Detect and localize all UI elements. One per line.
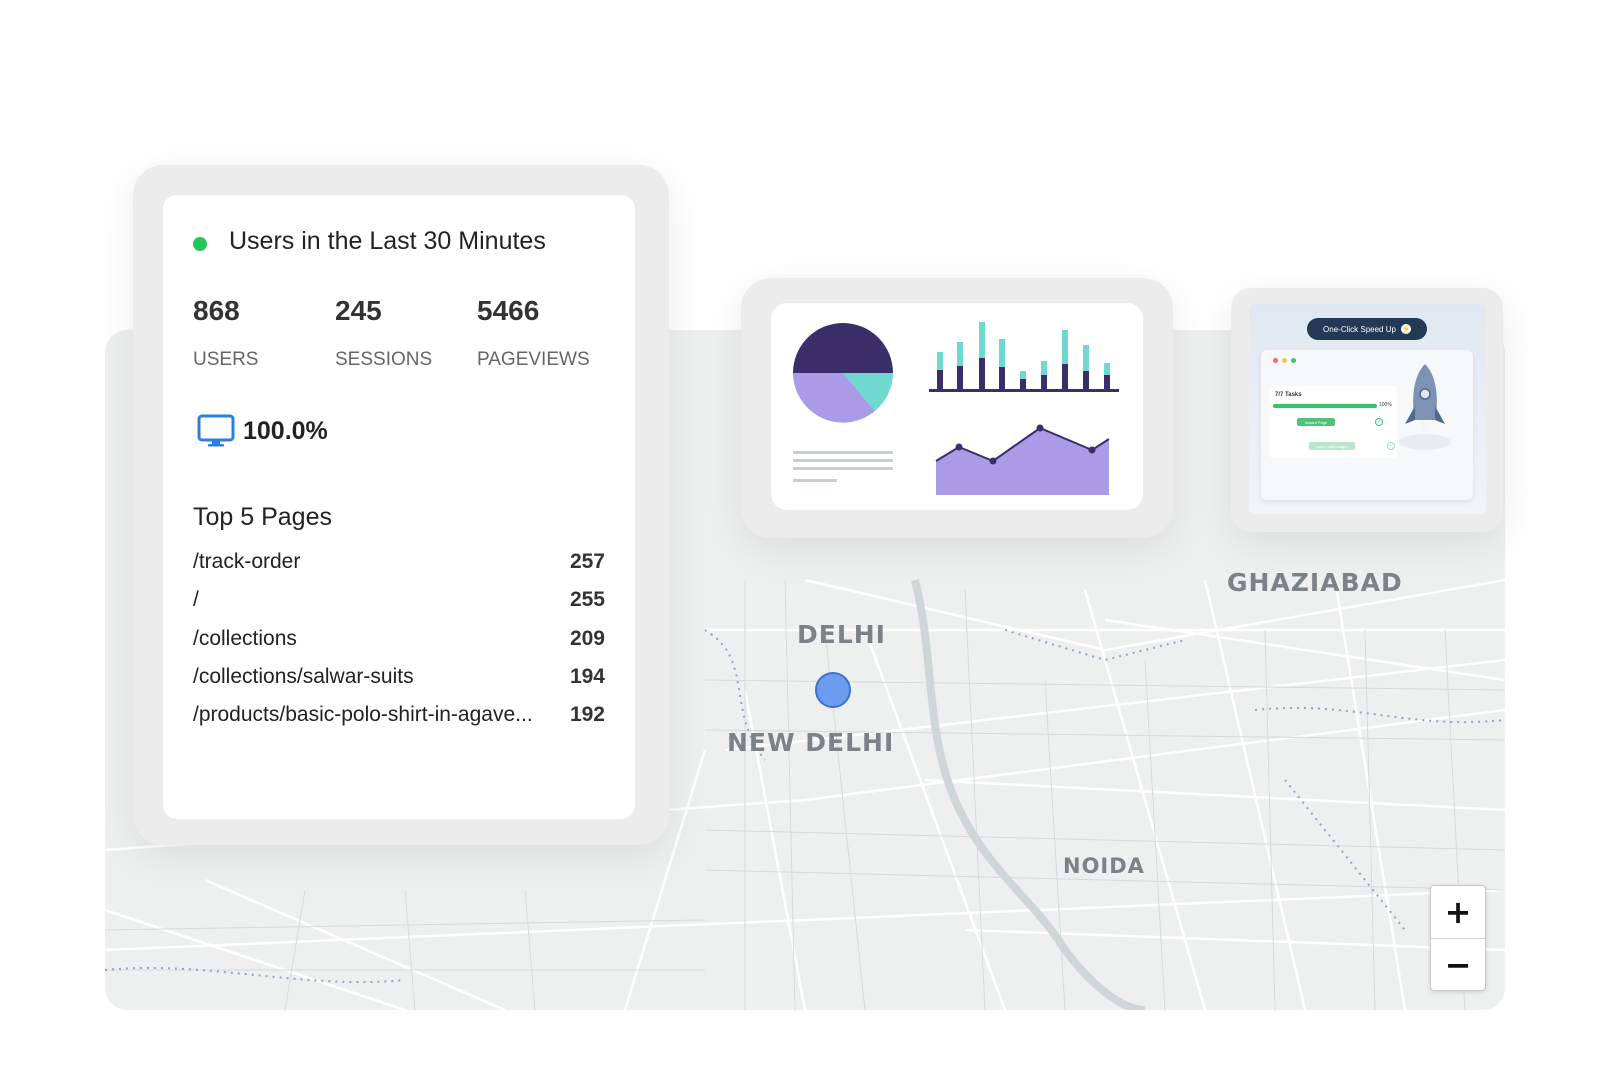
metric-label: PAGEVIEWS: [477, 349, 590, 370]
tasks-label: 7/7 Tasks: [1275, 392, 1302, 398]
metric-value: 5466: [477, 295, 540, 326]
page-path: /products/basic-polo-shirt-in-agave...: [193, 703, 533, 727]
stats-title: Users in the Last 30 Minutes: [229, 227, 546, 255]
close-dot: [1273, 358, 1278, 363]
live-status-dot: [193, 236, 207, 251]
page-count: 209: [569, 626, 605, 650]
area-chart-illustration: [935, 424, 1110, 495]
zoom-out-button[interactable]: −: [1431, 938, 1485, 991]
top-pages-list: /track-order 257 / 255 /collections 209 …: [193, 543, 605, 734]
browser-window: 7/7 Tasks 100% Instant Page ✓ Lazy Load …: [1261, 350, 1473, 500]
device-percent: 100.0%: [243, 416, 328, 445]
progress-label: 100%: [1379, 402, 1392, 408]
page-count: 194: [569, 665, 605, 689]
maximize-dot: [1291, 358, 1296, 363]
page-count: 257: [569, 550, 605, 574]
zoom-in-button[interactable]: +: [1444, 893, 1472, 931]
list-item[interactable]: /products/basic-polo-shirt-in-agave... 1…: [193, 696, 605, 734]
lightning-icon: ⚡: [1400, 324, 1411, 334]
realtime-stats-card: Users in the Last 30 Minutes 868 USERS 2…: [133, 165, 669, 845]
bar-chart-illustration: [929, 322, 1119, 392]
charts-illustration-panel: [771, 303, 1143, 510]
check-icon: ✓: [1375, 418, 1383, 426]
speed-up-card: One-Click Speed Up ⚡ 7/7 Tasks 100% Inst…: [1231, 288, 1503, 532]
minimize-dot: [1282, 358, 1287, 363]
map-label-new-delhi: NEW DELHI: [727, 728, 895, 757]
map-label-ghaziabad: GHAZIABAD: [1227, 568, 1403, 597]
metric-users: 868 USERS: [193, 295, 258, 371]
tasks-panel: 7/7 Tasks 100% Instant Page ✓ Lazy Load …: [1269, 386, 1397, 458]
map-label-noida: NOIDA: [1063, 854, 1145, 878]
list-item[interactable]: /track-order 257: [193, 543, 605, 581]
list-item[interactable]: / 255: [193, 581, 605, 619]
page-count: 255: [569, 588, 605, 612]
task-item: Instant Page: [1297, 418, 1335, 426]
metric-label: SESSIONS: [335, 349, 433, 370]
metric-value: 868: [193, 295, 240, 326]
page-path: /: [193, 588, 199, 612]
page-path: /collections/salwar-suits: [193, 665, 414, 689]
metric-pageviews: 5466 PAGEVIEWS: [477, 295, 590, 371]
tasks-progress-bar: [1273, 404, 1377, 408]
tasks-progress-fill: [1273, 404, 1377, 408]
metric-label: USERS: [193, 349, 259, 370]
page-path: /track-order: [193, 550, 301, 574]
task-item: Lazy Load Images: [1309, 442, 1355, 450]
charts-illustration-card: [741, 278, 1173, 538]
check-icon: ✓: [1387, 442, 1395, 450]
top-pages-title: Top 5 Pages: [193, 503, 332, 531]
speed-up-badge-label: One-Click Speed Up: [1323, 324, 1396, 334]
metric-sessions: 245 SESSIONS: [335, 295, 432, 371]
map-streets: [105, 578, 1505, 1010]
desktop-icon: [197, 414, 235, 447]
page-count: 192: [569, 703, 605, 727]
zoom-control: + −: [1430, 885, 1486, 991]
rocket-icon: [1399, 364, 1451, 450]
speed-up-panel: One-Click Speed Up ⚡ 7/7 Tasks 100% Inst…: [1249, 304, 1486, 514]
live-header: Users in the Last 30 Minutes: [193, 227, 546, 256]
list-item[interactable]: /collections 209: [193, 620, 605, 658]
map-label-delhi: DELHI: [797, 620, 886, 649]
pie-illustration: [793, 323, 893, 423]
text-lines-illustration: [793, 451, 893, 482]
speed-up-badge[interactable]: One-Click Speed Up ⚡: [1307, 318, 1427, 340]
page-path: /collections: [193, 626, 297, 650]
location-marker[interactable]: [815, 672, 851, 708]
metric-value: 245: [335, 295, 382, 326]
window-controls: [1273, 358, 1296, 363]
charts-illustration: [793, 322, 1119, 495]
device-share: 100.0%: [197, 413, 328, 449]
list-item[interactable]: /collections/salwar-suits 194: [193, 658, 605, 696]
realtime-stats-panel: Users in the Last 30 Minutes 868 USERS 2…: [163, 195, 635, 819]
